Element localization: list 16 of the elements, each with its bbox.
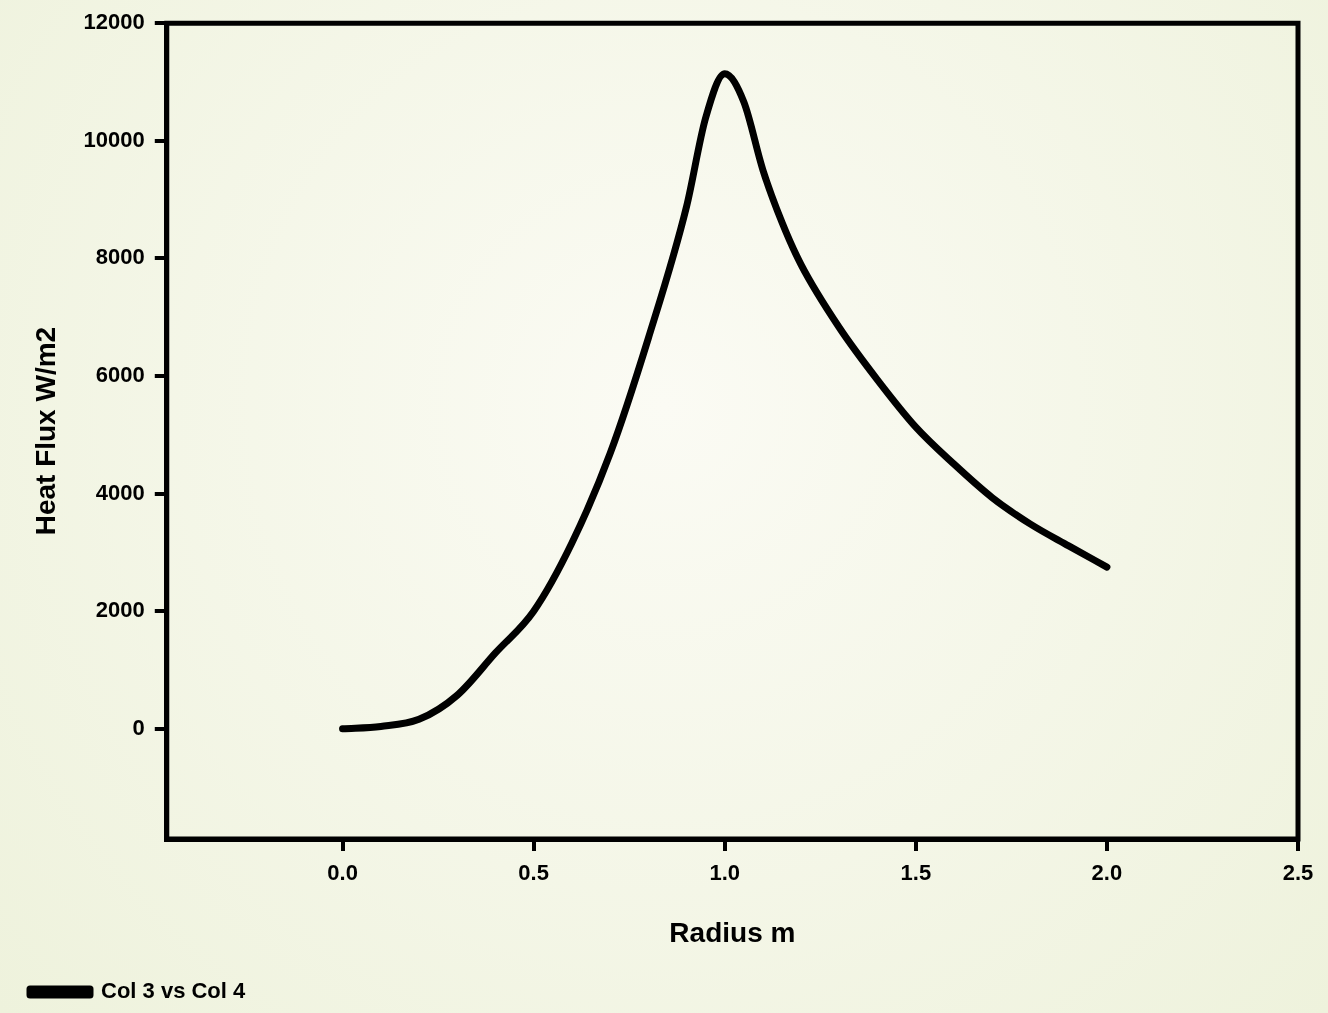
y-tick-label: 12000: [83, 9, 145, 35]
y-tick-label: 2000: [95, 597, 145, 623]
x-tick-label: 2.0: [1091, 860, 1123, 886]
y-axis-title: Heat Flux W/m2: [29, 326, 61, 536]
y-tick-label: 6000: [95, 362, 145, 388]
x-tick-label: 0.5: [518, 860, 549, 886]
y-tick-label: 8000: [95, 244, 145, 270]
x-axis-title: Radius m: [669, 916, 796, 948]
x-tick-label: 0.0: [327, 860, 358, 886]
y-tick-label: 0: [132, 714, 145, 740]
y-tick-label: 10000: [83, 126, 145, 152]
x-tick-label: 1.0: [709, 860, 741, 886]
legend-label: Col 3 vs Col 4: [101, 978, 247, 1004]
x-tick-label: 1.5: [900, 860, 932, 886]
y-tick-label: 4000: [95, 479, 145, 505]
x-tick-label: 2.5: [1282, 860, 1314, 886]
